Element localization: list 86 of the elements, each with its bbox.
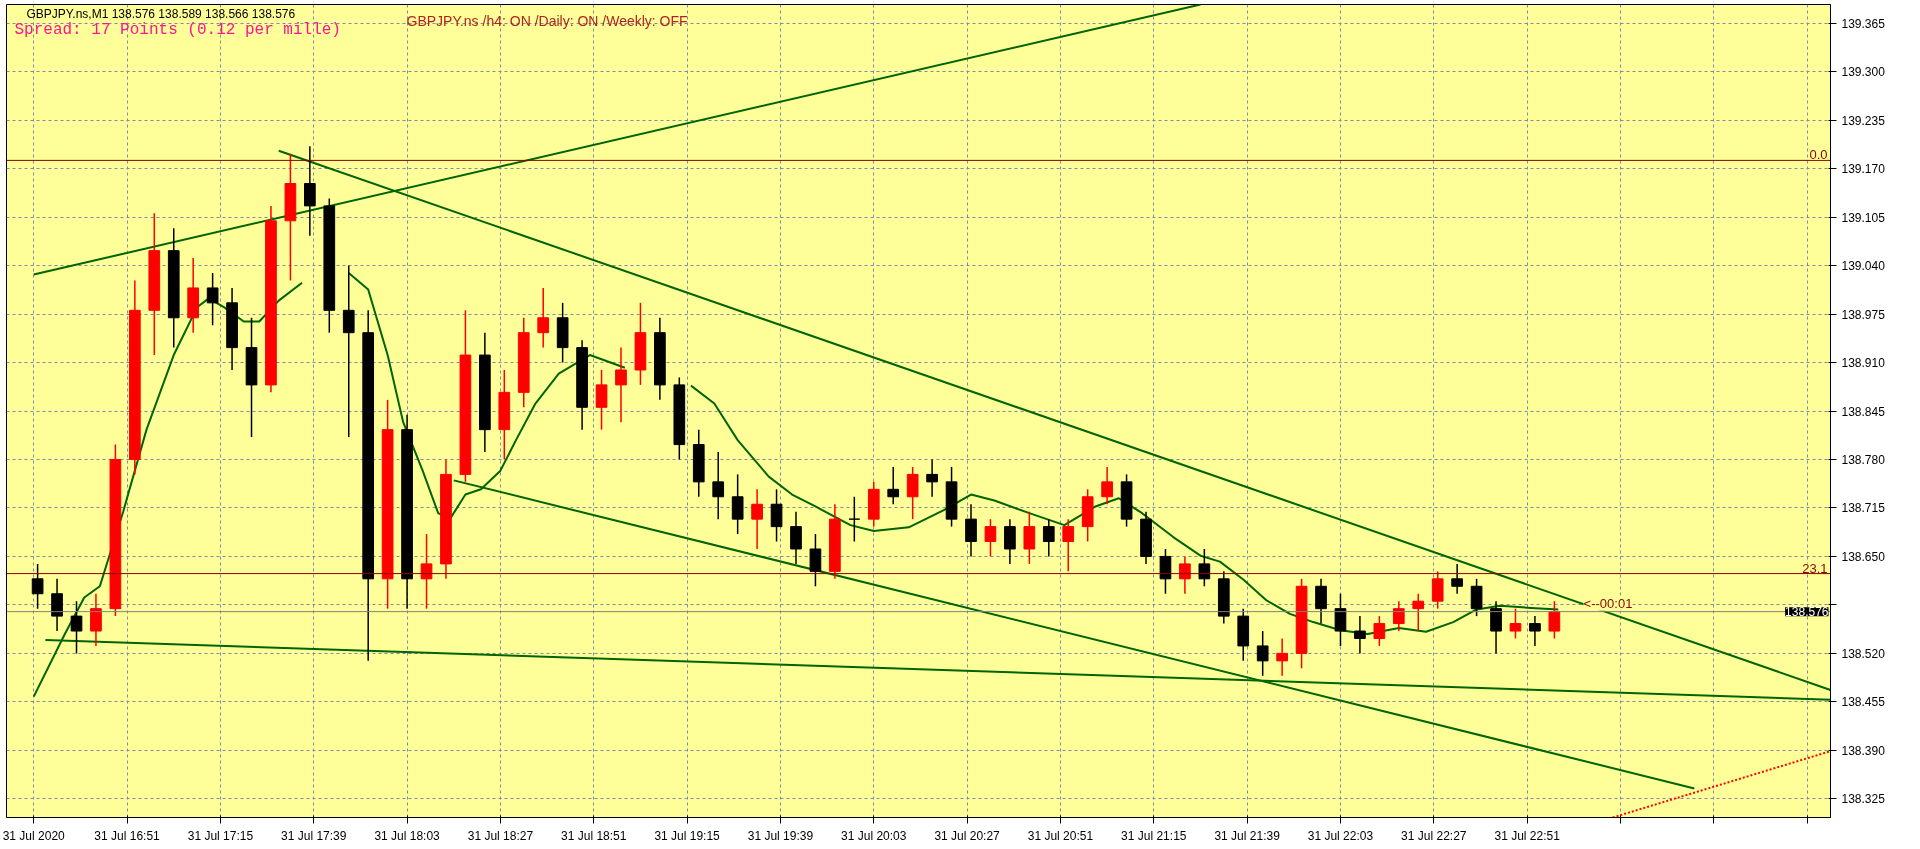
candlestick <box>712 451 725 520</box>
candlestick <box>1509 607 1522 640</box>
x-tick-label: 31 Jul 19:39 <box>747 828 814 843</box>
candlestick <box>1431 570 1444 610</box>
candlestick <box>420 533 433 610</box>
y-tick-label: 138.715 <box>1841 501 1886 516</box>
y-tick-label: 139.365 <box>1841 16 1886 31</box>
candlestick <box>1179 555 1191 595</box>
candlestick <box>1354 615 1366 655</box>
candlestick <box>1529 615 1541 647</box>
candlestick <box>906 466 919 520</box>
x-tick-label: 31 Jul 20:27 <box>934 828 1001 843</box>
candlestick <box>1256 630 1269 677</box>
x-tick-label: 31 Jul 19:15 <box>654 828 721 843</box>
x-tick-label: 31 Jul 18:03 <box>374 828 441 843</box>
y-tick-label: 139.235 <box>1841 113 1886 128</box>
y-tick-label: 138.520 <box>1841 646 1886 661</box>
annotation: GBPJPY.ns,M1 138.576 138.589 138.566 138.576 <box>26 6 296 21</box>
candlestick <box>1315 578 1327 625</box>
candlestick <box>31 563 44 610</box>
x-tick-label: 31 Jul 16:51 <box>94 828 161 843</box>
candlestick <box>90 592 102 647</box>
candlestick <box>206 272 219 326</box>
candlestick <box>1548 600 1561 640</box>
annotation: <--00:01 <box>1583 595 1633 611</box>
y-tick-label: 138.390 <box>1841 743 1886 758</box>
candlestick <box>1470 578 1483 617</box>
candlestick <box>1004 518 1016 565</box>
candlestick <box>537 287 550 349</box>
annotation: Spread: 17 Points (0.12 per mille) <box>14 20 341 39</box>
x-tick-label: 31 Jul 18:51 <box>561 828 627 843</box>
y-tick-label: 138.650 <box>1841 549 1886 564</box>
y-tick-label: 139.105 <box>1841 210 1886 225</box>
candlestick <box>1198 548 1211 588</box>
candlestick <box>731 473 744 535</box>
candlestick <box>751 488 763 550</box>
candlestick <box>1334 592 1347 647</box>
y-tick-label: 138.780 <box>1841 452 1886 467</box>
x-tick-label: 31 Jul 22:51 <box>1494 828 1561 843</box>
annotation: 0.0 <box>1809 147 1828 163</box>
candlestick <box>1490 600 1502 655</box>
candlestick <box>1023 510 1036 565</box>
candlestick <box>1042 518 1055 558</box>
candlestick <box>770 488 783 543</box>
candlestick <box>1276 637 1288 677</box>
candlestick <box>1373 615 1386 647</box>
x-tick-label: 31 Jul 17:39 <box>281 828 347 843</box>
candlestick <box>965 503 977 558</box>
y-tick-label: 138.975 <box>1841 307 1886 322</box>
candlestick <box>790 510 802 565</box>
candlestick <box>887 466 900 505</box>
candlestick <box>926 458 938 498</box>
annotation: GBPJPY.ns /h4: ON /Daily: ON /Weekly: OFF <box>406 12 688 29</box>
x-tick-label: 31 Jul 21:15 <box>1121 828 1187 843</box>
candlestick <box>595 369 608 431</box>
x-tick-label: 31 Jul 2020 <box>2 828 66 843</box>
y-tick-label: 139.300 <box>1841 65 1886 80</box>
candlestick <box>848 496 861 543</box>
candlestick <box>70 600 83 655</box>
candlestick <box>1159 548 1172 595</box>
x-tick-label: 31 Jul 18:27 <box>467 828 534 843</box>
y-tick-label: 138.325 <box>1841 792 1886 807</box>
candlestick <box>304 145 316 237</box>
candlestick <box>51 578 63 632</box>
y-tick-label: 138.910 <box>1841 356 1886 371</box>
candlestick <box>1062 518 1075 573</box>
y-tick-label: 138.455 <box>1841 695 1886 710</box>
candlestick <box>809 533 822 588</box>
x-tick-label: 31 Jul 20:51 <box>1027 828 1094 843</box>
y-tick-label: 139.170 <box>1841 162 1886 177</box>
ref-line-label: 138.576 <box>1785 605 1829 620</box>
candlestick <box>1392 600 1405 632</box>
candlestick <box>984 518 997 558</box>
candlestick <box>1451 563 1463 595</box>
x-tick-label: 31 Jul 22:27 <box>1401 828 1467 843</box>
x-tick-label: 31 Jul 17:15 <box>187 828 254 843</box>
annotation: 23.1 <box>1802 560 1828 576</box>
y-tick-label: 139.040 <box>1841 259 1886 274</box>
x-tick-label: 31 Jul 22:03 <box>1307 828 1374 843</box>
x-tick-label: 31 Jul 21:39 <box>1214 828 1281 843</box>
candlestick <box>1101 466 1113 505</box>
candlestick <box>615 346 627 423</box>
candlestick <box>342 264 355 438</box>
x-tick-label: 31 Jul 20:03 <box>841 828 907 843</box>
candlestick <box>1412 592 1425 632</box>
y-tick-label: 138.845 <box>1841 404 1886 419</box>
